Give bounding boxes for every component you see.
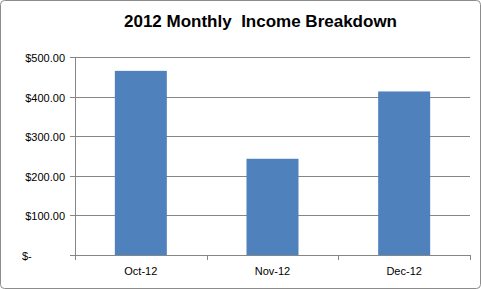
chart-svg: 2012 Monthly Income Breakdown $- $100.00 $2… [0, 0, 481, 289]
x-tick [338, 255, 339, 260]
y-tick-label: $100.00 [25, 210, 65, 222]
chart-title: 2012 Monthly Income Breakdown [124, 12, 397, 31]
y-tick-label: $300.00 [25, 131, 65, 143]
bar [247, 159, 299, 255]
y-tick [70, 176, 75, 177]
y-tick [70, 215, 75, 216]
grid-line [75, 255, 470, 256]
x-tick [207, 255, 208, 260]
x-tick [470, 255, 471, 260]
x-tick [75, 255, 76, 260]
y-tick-label: $400.00 [25, 92, 65, 104]
x-tick-label: Nov-12 [255, 265, 290, 277]
bar [378, 91, 430, 255]
chart-border [1, 1, 481, 289]
chart-container: 2012 Monthly Income Breakdown $- $100.00 $2… [0, 0, 481, 289]
y-tick [70, 97, 75, 98]
x-axis [75, 255, 470, 256]
y-tick [70, 255, 75, 256]
y-tick [70, 136, 75, 137]
bar [115, 71, 167, 255]
y-tick-label: $500.00 [25, 52, 65, 64]
y-axis [75, 57, 76, 255]
x-tick-label: Oct-12 [124, 265, 157, 277]
grid [75, 58, 470, 256]
y-tick [70, 57, 75, 58]
y-tick-label: $200.00 [25, 171, 65, 183]
grid-line [75, 57, 470, 58]
bars [115, 71, 430, 255]
y-tick-label: $- [22, 250, 32, 262]
x-tick-label: Dec-12 [386, 265, 421, 277]
